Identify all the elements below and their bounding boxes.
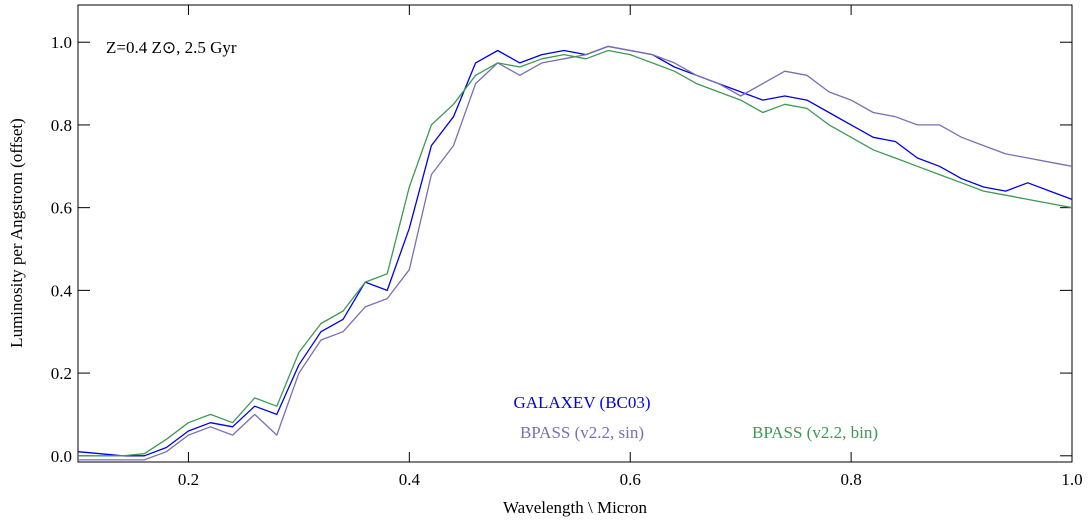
annotation: Z=0.4 Z⊙, 2.5 Gyr — [106, 38, 237, 57]
legend-label: GALAXEV (BC03) — [513, 393, 650, 412]
y-tick-label: 0.0 — [51, 447, 72, 466]
y-tick-label: 0.4 — [51, 281, 73, 300]
plot-frame — [77, 4, 1073, 463]
y-tick-label: 1.0 — [51, 33, 72, 52]
x-tick-label: 0.6 — [620, 470, 641, 489]
x-tick-label: 0.2 — [178, 470, 199, 489]
y-axis-label: Luminosity per Angstrom (offset) — [7, 118, 26, 348]
legend-label: BPASS (v2.2, sin) — [520, 423, 644, 442]
series-line — [77, 45, 1073, 457]
y-tick-label: 0.6 — [51, 199, 72, 218]
y-tick-label: 0.2 — [51, 364, 72, 383]
x-tick-label: 0.4 — [399, 470, 421, 489]
y-tick-label: 0.8 — [51, 116, 72, 135]
x-tick-label: 0.8 — [840, 470, 861, 489]
legend-label: BPASS (v2.2, bin) — [752, 423, 878, 442]
series-line — [78, 49, 1073, 457]
x-axis-label: Wavelength \ Micron — [503, 498, 648, 517]
x-tick-label: 1.0 — [1061, 470, 1082, 489]
